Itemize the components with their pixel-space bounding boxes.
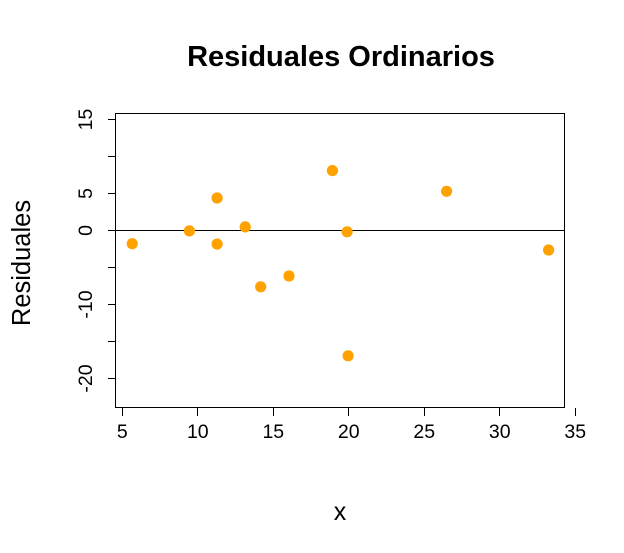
svg-text:Residuales Ordinarios: Residuales Ordinarios — [187, 41, 495, 73]
svg-text:30: 30 — [489, 421, 511, 443]
svg-text:0: 0 — [75, 225, 97, 236]
svg-text:5: 5 — [75, 188, 97, 199]
svg-text:Residuales: Residuales — [8, 200, 36, 326]
svg-text:20: 20 — [338, 421, 360, 443]
svg-text:10: 10 — [187, 421, 209, 443]
svg-text:25: 25 — [413, 421, 435, 443]
svg-text:15: 15 — [75, 109, 97, 131]
svg-text:5: 5 — [117, 421, 128, 443]
svg-text:-20: -20 — [75, 364, 97, 392]
svg-text:x: x — [334, 498, 347, 526]
svg-text:-10: -10 — [75, 290, 97, 318]
svg-text:15: 15 — [262, 421, 284, 443]
svg-text:35: 35 — [564, 421, 586, 443]
